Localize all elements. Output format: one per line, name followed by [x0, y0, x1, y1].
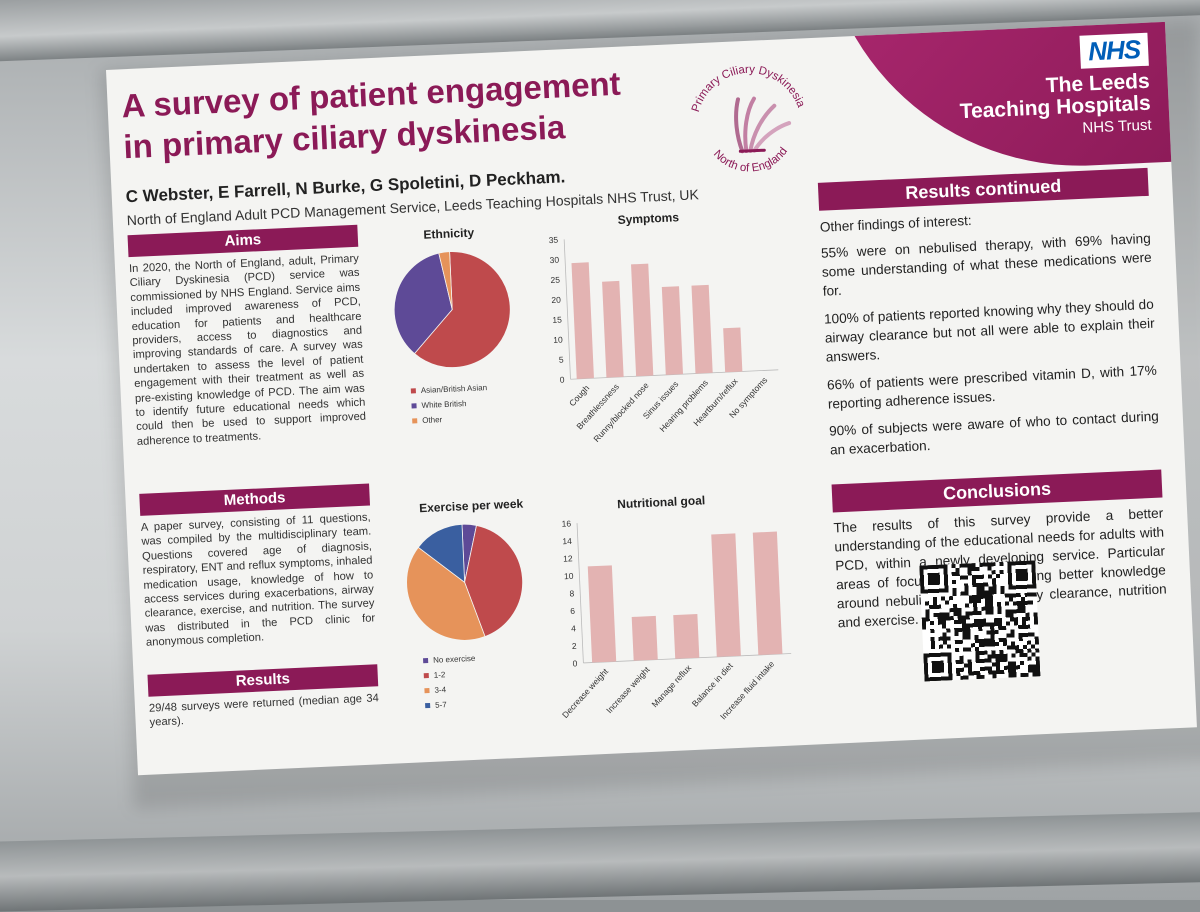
pcd-logo: Primary Ciliary Dyskinesia North of Engl…	[688, 61, 807, 176]
nutrition-x-tick: Manage reflux	[649, 662, 693, 709]
results-text: 29/48 surveys were returned (median age …	[148, 692, 380, 730]
exercise-legend-label: 1-2	[433, 670, 446, 680]
symptoms-bar	[661, 286, 684, 375]
finding-nebulised: 55% were on nebulised therapy, with 69% …	[820, 230, 1152, 299]
exercise-legend-item: 1-2	[423, 670, 446, 680]
exercise-legend-label: No exercise	[432, 653, 476, 665]
symptoms-x-tick: Cough	[567, 383, 591, 408]
exercise-legend: No exercise 1-2 3-4 5-7	[423, 651, 546, 726]
ethnicity-legend-label: White British	[421, 398, 467, 411]
finding-vitamin-d: 66% of patients were prescribed vitamin …	[826, 362, 1158, 412]
ethnicity-legend-swatch	[410, 388, 417, 394]
nutrition-bar	[752, 531, 783, 656]
nutrition-bar	[673, 613, 700, 659]
symptoms-bar	[691, 284, 713, 374]
qr-code	[919, 560, 1041, 682]
ethnicity-legend-swatch	[411, 403, 417, 409]
nutrition-y-tick: 16	[561, 518, 571, 528]
symptoms-y-tick: 25	[550, 275, 560, 285]
symptoms-y-tick: 35	[548, 235, 558, 245]
symptoms-bar	[602, 280, 624, 378]
poster-title: A survey of patient engagement in primar…	[120, 64, 622, 166]
trust-name: The Leeds Teaching Hospitals NHS Trust	[958, 70, 1152, 146]
ethnicity-slice	[413, 251, 511, 368]
exercise-legend-item: No exercise	[423, 654, 476, 665]
finding-airway-clearance: 100% of patients reported knowing why th…	[823, 296, 1155, 365]
exercise-slice	[417, 523, 466, 584]
ethnicity-slice	[393, 252, 453, 355]
nutrition-y-tick: 6	[570, 606, 575, 616]
ethnicity-slice	[438, 251, 453, 310]
methods-text: A paper survey, consisting of 11 questio…	[140, 511, 376, 650]
symptoms-y-tick: 15	[552, 315, 562, 325]
exercise-legend-swatch	[425, 703, 431, 709]
symptoms-y-tick: 0	[560, 375, 565, 385]
ethnicity-pie	[393, 251, 511, 368]
symptoms-y-tick: 20	[551, 295, 561, 305]
exercise-pie	[406, 523, 523, 641]
nutrition-y-tick: 2	[572, 641, 577, 651]
exercise-legend-item: 5-7	[425, 700, 447, 710]
nutrition-y-tick: 8	[569, 588, 574, 598]
ethnicity-legend-item: White British	[411, 398, 467, 411]
poster: NHS The Leeds Teaching Hospitals NHS Tru…	[106, 21, 1197, 776]
nutrition-bar	[587, 565, 617, 663]
ethnicity-legend-item: Other	[412, 415, 442, 425]
symptoms-bar	[571, 262, 594, 379]
ethnicity-chart-title: Ethnicity	[423, 225, 475, 242]
exercise-legend-swatch	[423, 673, 429, 679]
nutrition-y-tick: 12	[563, 553, 573, 563]
ethnicity-legend-label: Other	[422, 415, 443, 426]
nutrition-x-tick: Balance in diet	[690, 660, 735, 708]
ethnicity-legend: Asian/British Asian White British Other	[410, 381, 534, 446]
exercise-legend-swatch	[423, 658, 429, 664]
nutrition-x-tick: Decrease weight	[560, 666, 611, 720]
nhs-logo: NHS	[1079, 32, 1149, 69]
ethnicity-legend-label: Asian/British Asian	[420, 383, 488, 396]
exercise-slice	[406, 546, 486, 641]
nutrition-y-tick: 14	[562, 536, 572, 546]
symptoms-y-tick: 5	[559, 355, 564, 365]
exercise-legend-label: 3-4	[434, 685, 447, 695]
svg-text:Primary Ciliary Dyskinesia: Primary Ciliary Dyskinesia	[688, 61, 807, 114]
cilia-icon	[734, 96, 792, 154]
exercise-legend-swatch	[424, 688, 430, 694]
exercise-slice	[464, 525, 523, 638]
exercise-legend-item: 3-4	[424, 685, 446, 695]
logo-arc-top: Primary Ciliary Dyskinesia	[688, 61, 807, 114]
nutrition-y-tick: 10	[564, 571, 574, 581]
symptoms-bar-chart: 05101520253035CoughBreathlessnessRunny/b…	[548, 235, 779, 444]
ethnicity-legend-swatch	[412, 418, 418, 424]
nutrition-y-axis	[576, 523, 584, 663]
symptoms-y-axis	[563, 239, 571, 380]
symptoms-bar	[723, 327, 743, 373]
exercise-legend-label: 5-7	[434, 700, 447, 710]
ethnicity-legend-item: Asian/British Asian	[410, 383, 488, 396]
symptoms-y-tick: 30	[549, 255, 559, 265]
symptoms-bar	[631, 263, 654, 377]
finding-exacerbation-contact: 90% of subjects were aware of who to con…	[828, 408, 1160, 458]
nutrition-y-tick: 4	[571, 623, 576, 633]
aims-text: In 2020, the North of England, adult, Pr…	[128, 252, 367, 448]
nutrition-bar	[711, 533, 741, 657]
exercise-chart-title: Exercise per week	[418, 496, 524, 516]
nutrition-bar	[631, 615, 658, 661]
nutrition-x-tick: Increase weight	[604, 664, 652, 715]
symptoms-y-tick: 10	[553, 335, 563, 345]
nutrition-y-tick: 0	[572, 658, 577, 668]
